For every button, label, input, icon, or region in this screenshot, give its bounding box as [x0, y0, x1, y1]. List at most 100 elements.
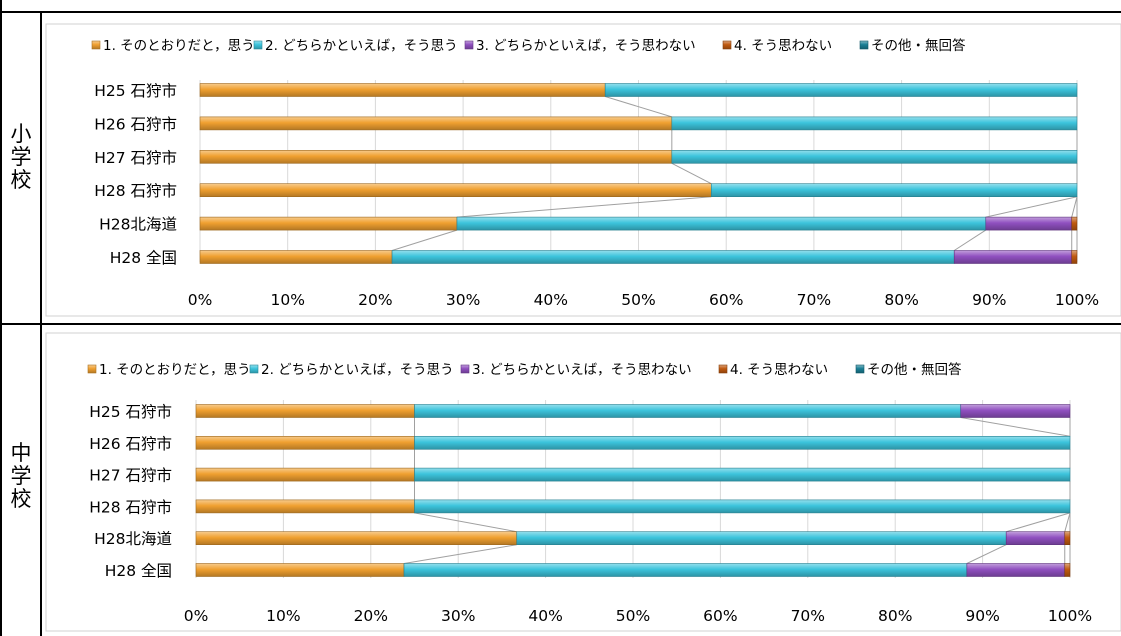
legend-swatch — [859, 40, 869, 50]
x-tick-label: 50% — [616, 607, 650, 625]
series-connector — [966, 544, 1007, 564]
legend-swatch — [87, 364, 97, 374]
table-rule-left — [0, 0, 2, 636]
bar-segment — [414, 404, 962, 418]
bar-segment — [953, 250, 1073, 264]
x-tick-label: 70% — [797, 291, 831, 309]
x-tick-label: 40% — [528, 607, 562, 625]
bar-segment — [671, 116, 1078, 131]
x-tick-label: 80% — [884, 291, 918, 309]
bar-segment — [391, 250, 955, 264]
bar-segment — [199, 83, 606, 97]
category-label: H28北海道 — [94, 530, 172, 548]
section-label-char: 校 — [10, 168, 32, 192]
category-label: H25 石狩市 — [89, 403, 172, 421]
x-tick-label: 10% — [266, 607, 300, 625]
bar-segment — [960, 404, 1071, 418]
bar-segment — [199, 150, 673, 164]
bar-segment — [199, 216, 458, 231]
legend-label: 2. どちらかといえば，そう思う — [261, 362, 454, 378]
x-tick-label: 100% — [1055, 291, 1099, 309]
series-connector — [605, 96, 672, 118]
table-rule-top — [0, 11, 1121, 13]
bar-segment — [966, 563, 1066, 577]
series-connector — [1064, 512, 1071, 532]
section-label-elementary: 小 学 校 — [0, 123, 42, 192]
legend-swatch — [855, 364, 865, 374]
x-tick-label: 90% — [965, 607, 999, 625]
x-tick-label: 10% — [270, 291, 304, 309]
series-connector — [403, 544, 517, 564]
legend-swatch — [718, 364, 728, 374]
x-tick-label: 30% — [441, 607, 475, 625]
bar-segment — [414, 499, 1071, 514]
x-tick-label: 20% — [358, 291, 392, 309]
category-label: H27 石狩市 — [89, 467, 172, 485]
series-connector — [985, 196, 1078, 218]
chart-elementary: 1. そのとおりだと，思う 2. どちらかといえば，そう思う 3. どちらかといえば… — [45, 23, 1121, 317]
x-tick-label: 60% — [703, 607, 737, 625]
bar-segment — [671, 150, 1078, 164]
legend-swatch — [464, 40, 474, 50]
section-label-char: 校 — [10, 487, 32, 511]
bar-segment — [1071, 250, 1078, 264]
category-label: H27 石狩市 — [94, 149, 177, 167]
bar-segment — [985, 216, 1073, 231]
series-connector — [953, 229, 987, 251]
category-label: H26 石狩市 — [89, 435, 172, 453]
bar-segment — [604, 83, 1078, 97]
bar-segment — [195, 467, 415, 482]
x-tick-label: 0% — [188, 291, 213, 309]
series-connector — [1071, 196, 1078, 218]
category-label: H25 石狩市 — [94, 82, 177, 100]
bar-segment — [195, 404, 415, 418]
category-label: H28 全国 — [110, 249, 177, 267]
table-rule-column — [40, 11, 42, 636]
x-tick-label: 90% — [972, 291, 1006, 309]
x-tick-label: 80% — [878, 607, 912, 625]
bar-segment — [1005, 531, 1066, 546]
legend-swatch — [253, 40, 263, 50]
bar-segment — [403, 563, 968, 577]
legend-label: その他・無回答 — [871, 37, 966, 54]
legend-label: 1. そのとおりだと，思う — [103, 38, 255, 54]
section-label-char: 学 — [10, 464, 32, 488]
bar-segment — [1071, 216, 1078, 231]
bar-segment — [516, 531, 1007, 546]
legend-label: 4. そう思わない — [730, 362, 828, 378]
bar-segment — [710, 183, 1078, 197]
section-label-char: 中 — [10, 441, 32, 465]
x-tick-label: 30% — [446, 291, 480, 309]
x-tick-label: 70% — [791, 607, 825, 625]
bar-segment — [195, 435, 415, 450]
category-label: H28 全国 — [105, 562, 172, 580]
chart-junior-high: 1. そのとおりだと，思う 2. どちらかといえば，そう思う 3. どちらかといえば… — [45, 332, 1121, 632]
legend-label: 2. どちらかといえば，そう思う — [265, 38, 458, 54]
x-tick-label: 50% — [621, 291, 655, 309]
legend-label: 4. そう思わない — [734, 38, 832, 54]
series-connector — [1006, 512, 1071, 533]
bar-segment — [414, 435, 1071, 450]
chart-frame — [45, 23, 1121, 317]
legend-swatch — [91, 40, 101, 50]
legend-swatch — [460, 364, 470, 374]
series-connector — [960, 417, 1071, 437]
bar-segment — [199, 250, 393, 264]
x-tick-label: 0% — [184, 607, 209, 625]
legend-label: 3. どちらかといえば，そう思わない — [472, 362, 692, 378]
section-label-char: 学 — [10, 145, 32, 169]
legend-swatch — [249, 364, 259, 374]
bar-segment — [195, 499, 415, 514]
legend-label: 3. どちらかといえば，そう思わない — [476, 38, 696, 54]
x-tick-label: 60% — [709, 291, 743, 309]
series-connector — [391, 229, 458, 251]
bar-segment — [195, 563, 405, 577]
legend-label: その他・無回答 — [867, 361, 962, 378]
category-label: H28 石狩市 — [94, 182, 177, 200]
series-connector — [456, 196, 712, 218]
section-label-junior-high: 中 学 校 — [0, 442, 42, 511]
x-tick-label: 100% — [1048, 607, 1092, 625]
bar-segment — [199, 183, 712, 197]
